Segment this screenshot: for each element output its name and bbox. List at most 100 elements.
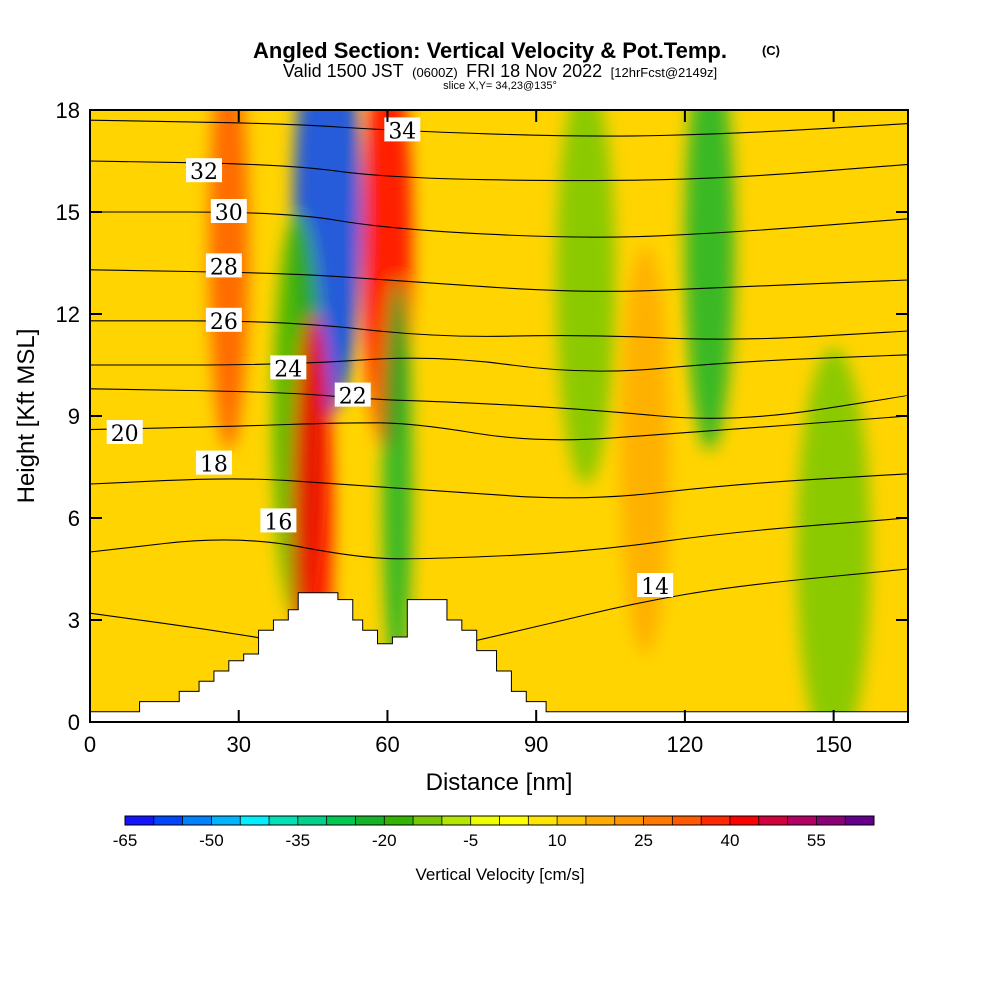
x-tick-label-90: 90 xyxy=(524,732,548,757)
y-tick-label-18: 18 xyxy=(56,98,80,123)
y-tick-label-6: 6 xyxy=(68,506,80,531)
contour-label-box-32 xyxy=(186,158,223,183)
velocity-feature-3 xyxy=(208,110,249,450)
colorbar-swatch-0 xyxy=(125,816,155,825)
x-tick-label-150: 150 xyxy=(815,732,852,757)
contour-label-28: 28 xyxy=(210,255,238,280)
colorbar: -65 -50 -35 -20 -5 10 25 40 55 xyxy=(113,815,875,850)
contour-26 xyxy=(90,320,908,340)
x-tick-label-0: 0 xyxy=(84,732,96,757)
colorbar-swatch-5 xyxy=(269,816,299,825)
colorbar-swatch-24 xyxy=(816,816,846,825)
contour-label-box-30 xyxy=(210,199,247,223)
colorbar-swatch-17 xyxy=(614,816,645,825)
contour-34 xyxy=(90,119,908,137)
colorbar-swatch-16 xyxy=(585,816,616,825)
axis-ticks: 0 30 60 90 120 150 0 3 6 9 12 15 18 xyxy=(56,98,908,757)
contour-label-box-18 xyxy=(195,450,232,475)
colorbar-tick--5: -5 xyxy=(463,831,478,850)
contour-labels: 14 16 18 20 22 24 26 28 30 32 34 xyxy=(106,117,674,600)
contour-30 xyxy=(90,211,908,238)
colorbar-tick-10: 10 xyxy=(548,831,567,850)
colorbar-swatch-7 xyxy=(326,816,356,825)
contour-18 xyxy=(90,473,908,499)
colorbar-swatch-18 xyxy=(643,816,673,825)
contour-label-box-16 xyxy=(260,508,297,533)
contour-label-26: 26 xyxy=(210,310,238,335)
y-tick-label-3: 3 xyxy=(68,608,80,633)
contour-label-18: 18 xyxy=(200,453,228,478)
colorbar-swatch-22 xyxy=(758,816,789,825)
contour-24 xyxy=(90,354,908,372)
contour-label-32: 32 xyxy=(190,160,218,185)
subtitle-utc: (0600Z) xyxy=(412,65,458,80)
contour-16 xyxy=(90,517,908,560)
colorbar-swatch-25 xyxy=(845,816,875,825)
x-tick-label-120: 120 xyxy=(667,732,704,757)
contour-label-box-22 xyxy=(334,382,371,407)
colorbar-tick-25: 25 xyxy=(634,831,653,850)
chart-slice-info: slice X,Y= 34,23@135° xyxy=(443,80,557,92)
contour-label-box-34 xyxy=(384,117,421,142)
contour-22 xyxy=(90,388,908,419)
x-tick-label-30: 30 xyxy=(226,732,250,757)
contour-label-box-14 xyxy=(637,573,674,597)
colorbar-swatch-8 xyxy=(355,816,385,825)
velocity-feature-8 xyxy=(796,348,871,722)
colorbar-swatch-1 xyxy=(153,816,184,825)
colorbar-swatch-4 xyxy=(240,816,270,825)
colorbar-tick--50: -50 xyxy=(199,831,224,850)
subtitle-date: FRI 18 Nov 2022 xyxy=(466,61,602,81)
colorbar-swatch-9 xyxy=(384,816,414,825)
velocity-feature-6 xyxy=(556,110,616,484)
x-tick-label-60: 60 xyxy=(375,732,399,757)
colorbar-swatch-12 xyxy=(470,816,500,825)
colorbar-tick-40: 40 xyxy=(721,831,740,850)
subtitle-forecast: [12hrFcst@2149z] xyxy=(611,65,717,80)
colorbar-swatch-6 xyxy=(297,816,328,825)
contour-label-16: 16 xyxy=(264,510,292,535)
colorbar-swatch-15 xyxy=(557,816,587,825)
velocity-feature-7 xyxy=(684,110,735,450)
y-tick-label-9: 9 xyxy=(68,404,80,429)
colorbar-tick--35: -35 xyxy=(286,831,311,850)
colorbar-swatch-14 xyxy=(528,816,558,825)
contour-label-30: 30 xyxy=(215,201,243,226)
y-tick-label-0: 0 xyxy=(68,710,80,735)
chart-subtitle: Valid 1500 JST (0600Z) FRI 18 Nov 2022 [… xyxy=(283,61,717,81)
chart-title: Angled Section: Vertical Velocity & Pot.… xyxy=(253,38,727,63)
contour-label-22: 22 xyxy=(339,385,367,410)
colorbar-swatch-2 xyxy=(182,816,212,825)
colorbar-swatch-10 xyxy=(413,816,443,825)
chart-title-mark: (C) xyxy=(762,43,780,58)
contour-label-34: 34 xyxy=(388,119,416,144)
contour-label-20: 20 xyxy=(111,422,139,447)
colorbar-swatch-13 xyxy=(499,816,529,825)
colorbar-tick--65: -65 xyxy=(113,831,138,850)
colorbar-tick-55: 55 xyxy=(807,831,826,850)
y-tick-label-15: 15 xyxy=(56,200,80,225)
colorbar-swatch-19 xyxy=(672,816,702,825)
plot-area: 14 16 18 20 22 24 26 28 30 32 34 xyxy=(90,110,908,722)
velocity-feature-4 xyxy=(382,280,413,688)
subtitle-valid: Valid 1500 JST xyxy=(283,61,404,81)
colorbar-swatch-23 xyxy=(787,816,817,825)
colorbar-tick--20: -20 xyxy=(372,831,397,850)
y-axis-label: Height [Kft MSL] xyxy=(13,329,40,504)
contour-label-box-20 xyxy=(106,420,143,444)
contour-label-24: 24 xyxy=(274,357,302,382)
x-axis-label: Distance [nm] xyxy=(426,769,573,796)
colorbar-frame xyxy=(124,815,875,826)
colorbar-swatch-20 xyxy=(701,816,731,825)
contour-label-box-24 xyxy=(270,355,307,380)
colorbar-swatch-21 xyxy=(729,816,760,825)
contour-label-14: 14 xyxy=(641,575,669,600)
y-tick-label-12: 12 xyxy=(56,302,80,327)
contour-label-box-26 xyxy=(205,307,242,332)
colorbar-label: Vertical Velocity [cm/s] xyxy=(415,865,584,884)
colorbar-swatch-11 xyxy=(441,816,472,825)
contour-20 xyxy=(90,415,908,441)
colorbar-swatch-3 xyxy=(211,816,241,825)
contour-label-box-28 xyxy=(205,253,242,278)
